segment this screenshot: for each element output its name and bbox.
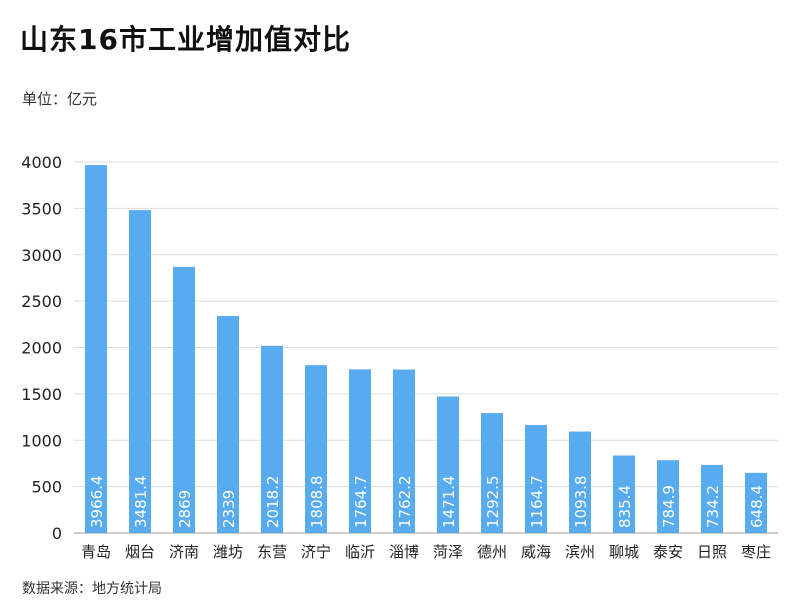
x-tick-label: 泰安	[653, 543, 683, 561]
bar-value-label: 2869	[176, 490, 194, 528]
bar	[393, 369, 415, 533]
y-tick-label: 1000	[21, 431, 62, 450]
bar-value-label: 1808.8	[308, 476, 326, 529]
x-tick-label: 菏泽	[433, 543, 463, 561]
x-tick-label: 威海	[521, 543, 551, 561]
chart-title: 山东16市工业增加值对比	[20, 23, 351, 56]
x-tick-label: 济南	[169, 543, 199, 561]
x-tick-label: 济宁	[301, 543, 331, 561]
bar-value-label: 734.2	[704, 485, 722, 528]
bar-value-label: 784.9	[660, 485, 678, 528]
bar	[305, 365, 327, 533]
y-tick-label: 2500	[21, 292, 62, 311]
x-tick-label: 潍坊	[213, 543, 243, 561]
bar-value-label: 648.4	[748, 485, 766, 528]
x-tick-label: 聊城	[609, 543, 639, 561]
bar	[525, 424, 547, 533]
x-tick-label: 烟台	[125, 543, 155, 561]
x-tick-label: 枣庄	[741, 543, 771, 561]
bar-value-label: 1471.4	[440, 476, 458, 529]
y-tick-label: 3500	[21, 199, 62, 218]
y-tick-label: 0	[52, 524, 62, 543]
unit-label: 单位：亿元	[22, 90, 98, 108]
x-tick-label: 东营	[257, 543, 287, 561]
bar	[657, 460, 679, 533]
bar	[173, 266, 195, 533]
x-tick-label: 淄博	[389, 543, 419, 561]
bar	[701, 464, 723, 533]
y-tick-label: 4000	[21, 153, 62, 172]
y-tick-label: 2000	[21, 339, 62, 358]
bar-value-label: 1762.2	[396, 476, 414, 529]
bar	[349, 369, 371, 533]
x-tick-label: 临沂	[345, 543, 375, 561]
bar-value-label: 1093.8	[572, 476, 590, 529]
y-tick-label: 500	[31, 478, 62, 497]
bar	[613, 455, 635, 533]
bar-value-label: 2018.2	[264, 476, 282, 529]
bar-value-label: 3966.4	[88, 476, 106, 529]
bar	[261, 345, 283, 533]
bar	[569, 431, 591, 533]
bar	[481, 413, 503, 533]
y-tick-label: 3000	[21, 246, 62, 265]
bar-value-label: 835.4	[616, 485, 634, 528]
bar	[217, 316, 239, 533]
bar-value-label: 1164.7	[528, 476, 546, 529]
x-tick-label: 日照	[697, 543, 727, 561]
source-note: 数据来源：地方统计局	[22, 581, 162, 597]
x-tick-label: 滨州	[565, 543, 595, 561]
y-tick-label: 1500	[21, 385, 62, 404]
bar-value-label: 3481.4	[132, 476, 150, 529]
bar	[437, 396, 459, 533]
bar	[745, 472, 767, 533]
bar-value-label: 1764.7	[352, 476, 370, 529]
x-tick-label: 青岛	[81, 543, 111, 561]
x-tick-label: 德州	[477, 543, 507, 561]
bar-value-label: 1292.5	[484, 476, 502, 529]
bar-value-label: 2339	[220, 490, 238, 528]
bar	[129, 210, 151, 533]
bar	[85, 165, 107, 533]
